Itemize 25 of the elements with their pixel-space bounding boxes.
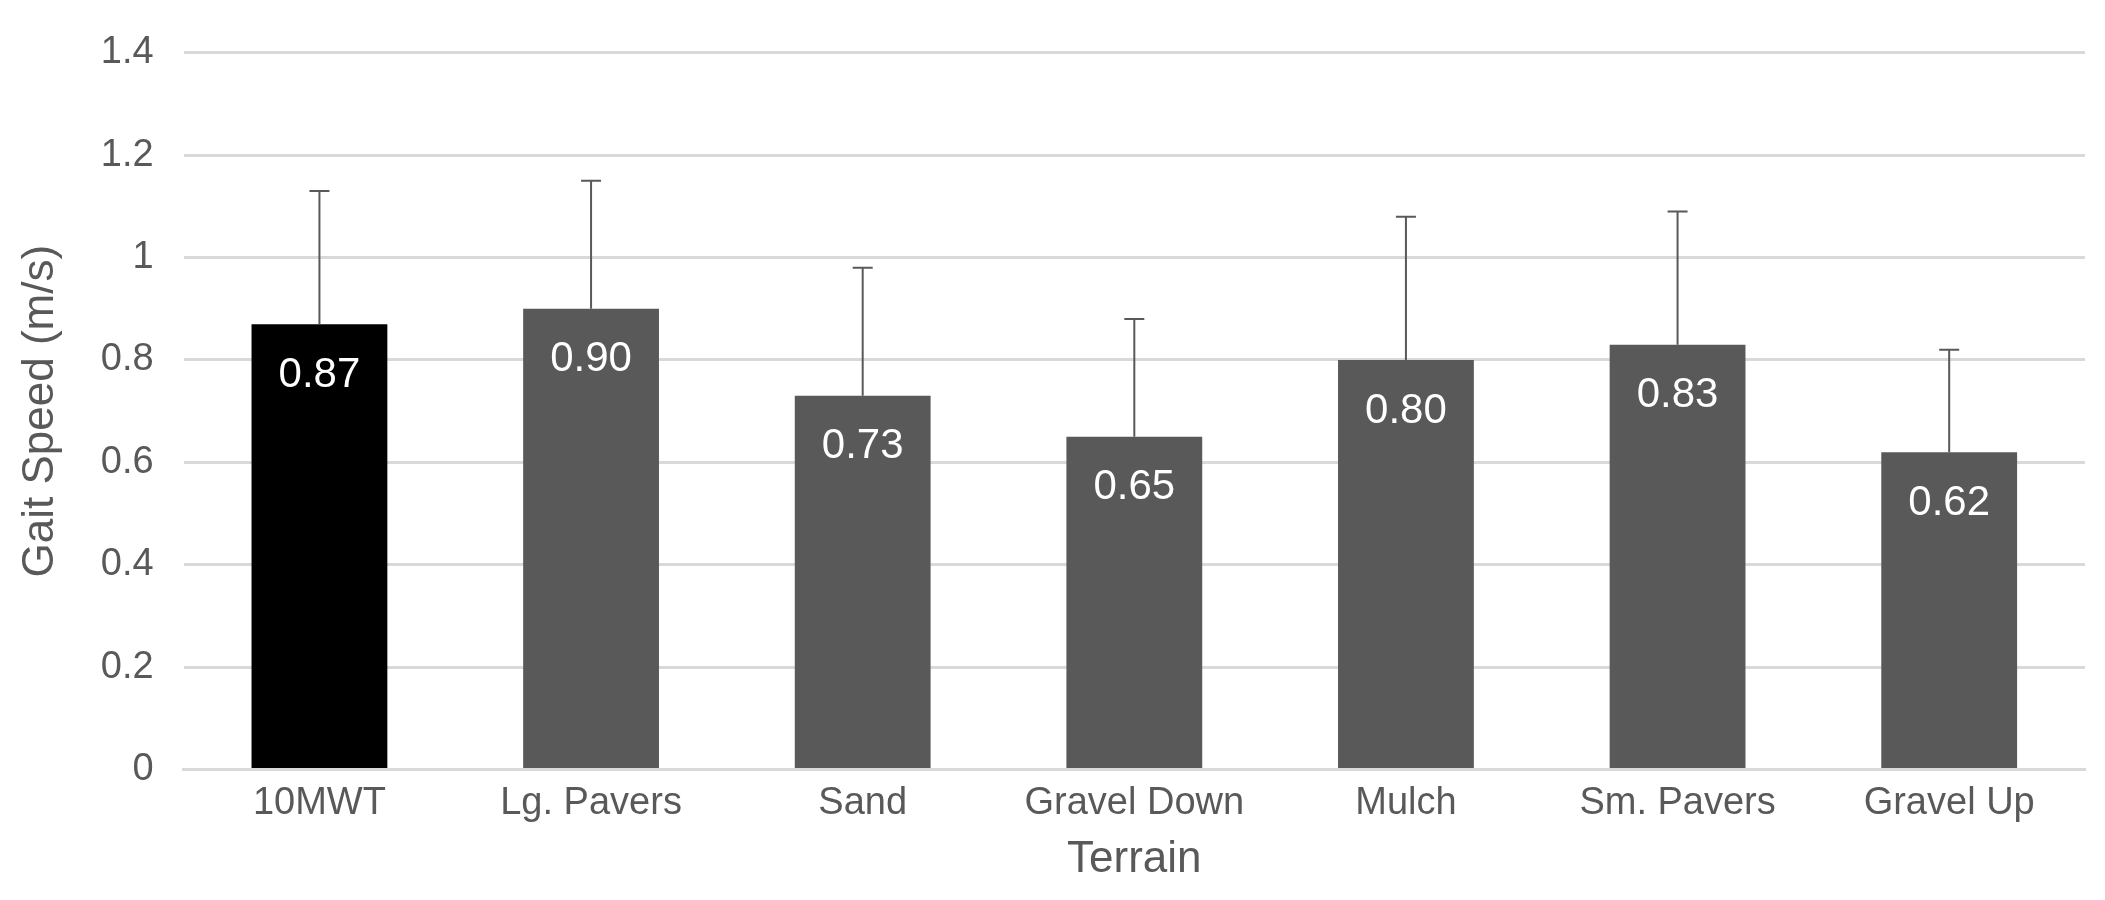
y-tick-label: 0.8 (100, 336, 154, 379)
y-tick-label: 1.2 (100, 131, 154, 174)
data-label: 0.73 (821, 420, 904, 468)
y-tick-label: 1.4 (100, 29, 154, 72)
data-label: 0.87 (278, 348, 361, 396)
y-tick-label: 0.6 (100, 438, 154, 481)
data-label: 0.90 (550, 333, 632, 381)
y-tick-label: 0.2 (100, 643, 154, 686)
y-axis-title: Gait Speed (m/s) (12, 244, 62, 578)
data-label: 0.65 (1093, 461, 1176, 509)
x-tick-label: Sand (818, 779, 908, 822)
bar (251, 324, 388, 769)
x-tick-label: Sm. Pavers (1579, 779, 1776, 822)
x-axis-title: Terrain (1067, 831, 1202, 881)
y-tick-label: 1 (132, 234, 154, 277)
data-label: 0.80 (1365, 384, 1447, 432)
data-label: 0.83 (1636, 369, 1719, 417)
x-tick-label: Gravel Up (1863, 779, 2035, 822)
y-tick-label: 0 (132, 746, 154, 789)
x-tick-label: Mulch (1355, 779, 1457, 822)
y-tick-label: 0.4 (100, 541, 154, 584)
x-tick-label: Lg. Pavers (500, 779, 682, 822)
x-tick-label: 10MWT (252, 779, 386, 822)
x-tick-label: Gravel Down (1024, 779, 1245, 822)
data-label: 0.62 (1908, 476, 1991, 524)
